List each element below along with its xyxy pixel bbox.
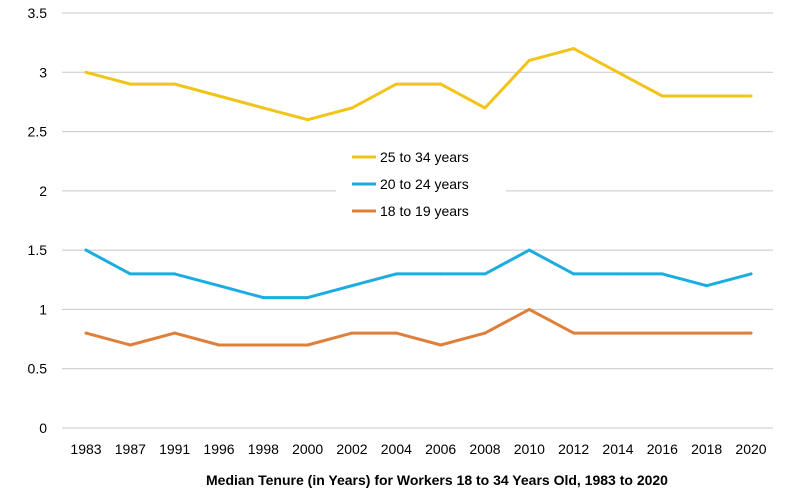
series-line-1 [84, 248, 753, 300]
x-tick-label: 2000 [292, 441, 323, 457]
data-point [749, 331, 753, 335]
x-tick-label: 1996 [203, 441, 234, 457]
data-point [306, 296, 310, 300]
data-point [217, 284, 221, 288]
data-point [616, 272, 620, 276]
data-point [705, 94, 709, 98]
y-tick-label: 1 [39, 301, 47, 317]
legend-label: 25 to 34 years [380, 149, 469, 165]
data-point [439, 343, 443, 347]
y-tick-label: 3.5 [28, 5, 48, 21]
x-tick-label: 1991 [159, 441, 190, 457]
legend-label: 20 to 24 years [380, 176, 469, 192]
y-tick-label: 1.5 [28, 242, 48, 258]
x-tick-label: 2020 [735, 441, 766, 457]
data-point [306, 343, 310, 347]
chart-title: Median Tenure (in Years) for Workers 18 … [206, 472, 668, 488]
data-point [84, 70, 88, 74]
x-tick-label: 2002 [336, 441, 367, 457]
x-axis-ticks: 1983 1987 1991 1996 1998 2000 2002 2004 2006 2008… [70, 441, 766, 457]
data-point [705, 331, 709, 335]
data-point [261, 343, 265, 347]
data-point [572, 272, 576, 276]
data-point [350, 284, 354, 288]
data-point [527, 307, 531, 311]
data-point [527, 248, 531, 252]
y-tick-label: 0 [39, 420, 47, 436]
series-lines [84, 47, 753, 347]
data-point [128, 343, 132, 347]
series-line-0 [84, 47, 753, 122]
legend-label: 18 to 19 years [380, 203, 469, 219]
x-tick-label: 1983 [70, 441, 101, 457]
x-tick-label: 2006 [425, 441, 456, 457]
data-point [705, 284, 709, 288]
data-point [660, 94, 664, 98]
y-tick-label: 0.5 [28, 361, 48, 377]
y-tick-label: 3 [39, 64, 47, 80]
data-point [84, 331, 88, 335]
x-tick-label: 2010 [514, 441, 545, 457]
data-point [261, 296, 265, 300]
data-point [173, 331, 177, 335]
data-point [217, 343, 221, 347]
x-tick-label: 1998 [248, 441, 279, 457]
x-tick-label: 2008 [469, 441, 500, 457]
data-point [616, 70, 620, 74]
data-point [616, 331, 620, 335]
data-point [394, 331, 398, 335]
data-point [439, 82, 443, 86]
y-tick-label: 2.5 [28, 124, 48, 140]
data-point [483, 331, 487, 335]
data-point [128, 82, 132, 86]
data-point [173, 82, 177, 86]
y-tick-label: 2 [39, 183, 47, 199]
data-point [394, 82, 398, 86]
data-point [128, 272, 132, 276]
y-axis-ticks: 0 0.5 1 1.5 2 2.5 3 3.5 [28, 5, 48, 436]
legend: 25 to 34 years 20 to 24 years 18 to 19 yea… [336, 142, 506, 226]
data-point [660, 331, 664, 335]
data-point [84, 248, 88, 252]
series-line-2 [84, 307, 753, 347]
data-point [350, 106, 354, 110]
data-point [217, 94, 221, 98]
x-tick-label: 1987 [115, 441, 146, 457]
x-tick-label: 2004 [381, 441, 412, 457]
x-tick-label: 2018 [691, 441, 722, 457]
data-point [527, 58, 531, 62]
data-point [660, 272, 664, 276]
data-point [572, 331, 576, 335]
data-point [350, 331, 354, 335]
data-point [306, 118, 310, 122]
data-point [439, 272, 443, 276]
x-tick-label: 2012 [558, 441, 589, 457]
data-point [261, 106, 265, 110]
data-point [749, 94, 753, 98]
x-tick-label: 2016 [647, 441, 678, 457]
data-point [483, 106, 487, 110]
x-tick-label: 2014 [602, 441, 633, 457]
data-point [749, 272, 753, 276]
data-point [483, 272, 487, 276]
data-point [572, 47, 576, 51]
data-point [394, 272, 398, 276]
data-point [173, 272, 177, 276]
